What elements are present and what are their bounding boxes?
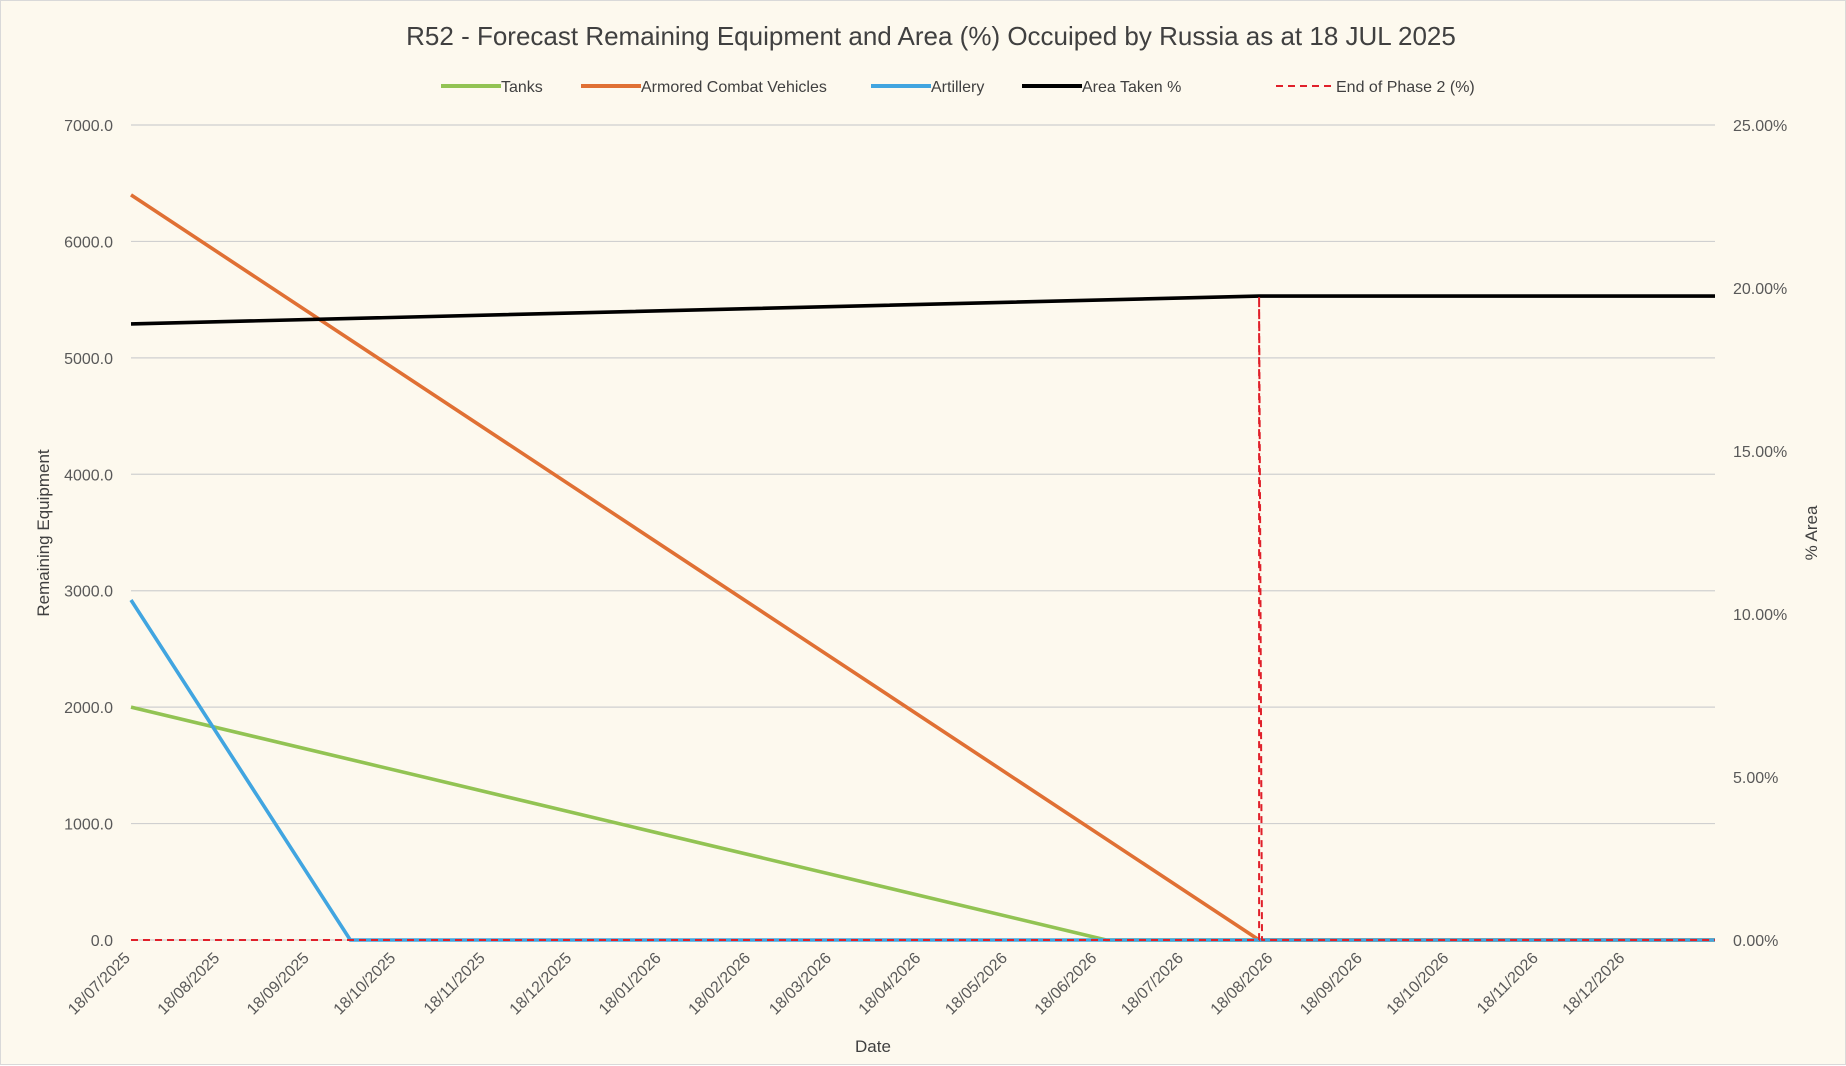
x-tick-label: 18/08/2025 (155, 950, 224, 1019)
y2-tick-label: 25.00% (1733, 118, 1787, 135)
y2-axis-title: % Area (1802, 505, 1821, 560)
y-axis-left: 0.0 1000.0 2000.0 3000.0 4000.0 5000.0 6000.0 7… (64, 118, 113, 950)
x-tick-label: 18/09/2025 (244, 950, 313, 1019)
x-tick-label: 18/12/2025 (507, 950, 576, 1019)
y2-tick-label: 5.00% (1733, 770, 1778, 787)
legend-label-end-of-phase-2: End of Phase 2 (%) (1336, 79, 1475, 96)
x-axis: 18/07/2025 18/08/2025 18/09/2025 18/10/2025… (65, 950, 1628, 1019)
x-axis-title: Date (855, 1037, 891, 1056)
y2-tick-label: 15.00% (1733, 444, 1787, 461)
legend: Tanks Armored Combat Vehicles Artillery Are… (441, 79, 1475, 96)
series-line-artillery (129, 599, 1715, 942)
x-tick-label: 18/10/2026 (1384, 950, 1453, 1019)
y-axis-title: Remaining Equipment (34, 449, 53, 617)
x-tick-label: 18/11/2025 (421, 950, 489, 1018)
x-tick-label: 18/10/2025 (331, 950, 400, 1019)
x-tick-label: 18/08/2026 (1208, 950, 1277, 1019)
x-tick-label: 18/07/2026 (1118, 950, 1187, 1019)
y-tick-label: 1000.0 (64, 817, 113, 834)
x-tick-label: 18/07/2025 (65, 950, 134, 1019)
plot-lines (129, 193, 1715, 942)
x-tick-label: 18/02/2026 (686, 950, 755, 1019)
series-line-end-of-phase-2 (131, 295, 1715, 941)
y-tick-label: 7000.0 (64, 118, 113, 135)
x-tick-label: 18/11/2026 (1474, 950, 1542, 1018)
gridlines (131, 124, 1715, 941)
y-tick-label: 0.0 (91, 933, 113, 950)
y2-tick-label: 20.00% (1733, 281, 1787, 298)
y2-tick-label: 0.00% (1733, 933, 1778, 950)
series-line-area-taken (130, 294, 1715, 326)
series-line-armored-combat-vehicles (130, 193, 1715, 942)
y-tick-label: 2000.0 (64, 700, 113, 717)
legend-label-artillery: Artillery (931, 79, 984, 96)
x-tick-label: 18/06/2026 (1032, 950, 1101, 1019)
chart-title: R52 - Forecast Remaining Equipment and A… (406, 21, 1456, 51)
y-axis-right: 0.00% 5.00% 10.00% 15.00% 20.00% 25.00% (1733, 118, 1787, 950)
x-tick-label: 18/09/2026 (1297, 950, 1366, 1019)
y-tick-label: 6000.0 (64, 234, 113, 251)
legend-label-area-taken: Area Taken % (1082, 79, 1181, 96)
y2-tick-label: 10.00% (1733, 607, 1787, 624)
y-tick-label: 5000.0 (64, 351, 113, 368)
legend-label-tanks: Tanks (501, 79, 543, 96)
x-tick-label: 18/12/2026 (1560, 950, 1629, 1019)
x-tick-label: 18/05/2026 (942, 950, 1011, 1019)
x-tick-label: 18/03/2026 (766, 950, 835, 1019)
y-tick-label: 3000.0 (64, 584, 113, 601)
x-tick-label: 18/01/2026 (596, 950, 665, 1019)
y-tick-label: 4000.0 (64, 467, 113, 484)
legend-label-armored-combat-vehicles: Armored Combat Vehicles (641, 79, 827, 96)
x-tick-label: 18/04/2026 (856, 950, 925, 1019)
